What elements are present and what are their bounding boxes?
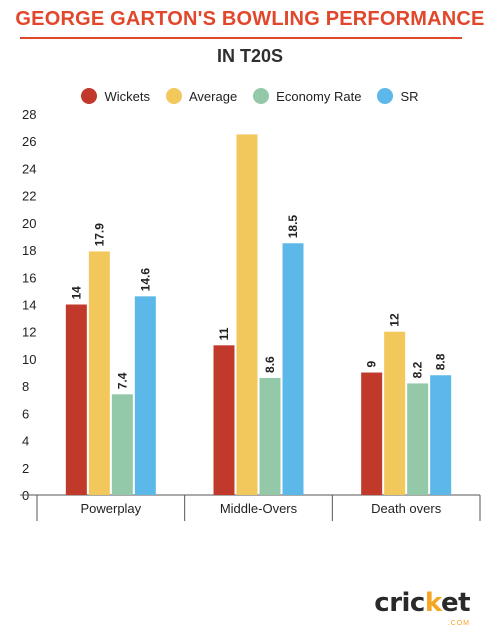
chart-title: GEORGE GARTON'S BOWLING PERFORMANCE <box>15 8 485 30</box>
data-label: 12 <box>388 313 402 327</box>
legend-label-wickets: Wickets <box>104 88 150 104</box>
logo-subtext: .COM <box>447 620 470 627</box>
bar-wickets <box>213 345 235 495</box>
bar-wickets <box>361 372 383 495</box>
x-category-label: Middle-Overs <box>220 501 298 516</box>
legend-label-sr: SR <box>400 88 419 104</box>
bar-sr <box>430 375 452 495</box>
legend-item-economy-rate: Economy Rate <box>253 88 361 104</box>
y-tick-label: 28 <box>22 107 36 122</box>
bar-average <box>236 134 258 495</box>
data-label: 17.9 <box>92 223 106 247</box>
x-category-label: Death overs <box>371 501 442 516</box>
bar-economy-rate <box>259 377 281 495</box>
cricket-com-logo: cricket <box>374 588 470 618</box>
data-label: 8.2 <box>411 361 425 378</box>
y-tick-label: 6 <box>22 406 29 421</box>
data-label: 9 <box>365 361 379 368</box>
bar-sr <box>282 243 304 495</box>
legend-swatch-average <box>165 88 182 104</box>
y-tick-label: 18 <box>22 243 36 258</box>
data-label: 7.4 <box>115 372 129 389</box>
legend-item-sr: SR <box>377 88 419 104</box>
legend: Wickets Average Economy Rate SR <box>0 88 500 104</box>
legend-label-average: Average <box>188 88 238 104</box>
y-tick-label: 16 <box>22 270 36 285</box>
bar-average <box>88 251 110 495</box>
legend-swatch-wickets <box>81 88 98 104</box>
y-tick-label: 22 <box>22 189 36 204</box>
y-tick-label: 4 <box>22 434 29 449</box>
legend-item-wickets: Wickets <box>81 88 150 104</box>
y-tick-label: 20 <box>22 216 36 231</box>
y-tick-label: 26 <box>22 134 36 149</box>
x-category-label: Powerplay <box>80 501 141 516</box>
logo-text-b: k <box>424 588 442 618</box>
y-tick-label: 14 <box>22 298 36 313</box>
bar-economy-rate <box>111 394 133 495</box>
bar-economy-rate <box>407 383 429 495</box>
y-tick-label: 12 <box>22 325 36 340</box>
logo-text-a: cric <box>374 588 425 618</box>
y-tick-label: 10 <box>22 352 36 367</box>
legend-swatch-sr <box>377 88 394 104</box>
y-tick-label: 24 <box>22 161 36 176</box>
legend-label-economy-rate: Economy Rate <box>276 88 362 104</box>
legend-item-average: Average <box>165 88 238 104</box>
data-label: 18.5 <box>286 215 300 239</box>
logo-text-c: et <box>440 588 471 618</box>
bar-wickets <box>65 304 87 495</box>
y-tick-label: 8 <box>22 379 29 394</box>
title-underline <box>20 37 462 39</box>
data-label: 14 <box>69 286 83 300</box>
y-tick-label: 2 <box>22 461 29 476</box>
data-label: 11 <box>217 327 231 340</box>
data-label: 8.6 <box>263 356 277 373</box>
bar-sr <box>134 296 156 495</box>
data-label: 8.8 <box>434 353 448 370</box>
legend-swatch-economy-rate <box>253 88 270 104</box>
data-label: 14.6 <box>138 268 152 292</box>
bar-chart: 02468101214161820222426281417.97.414.6Po… <box>20 107 481 521</box>
chart-subtitle: IN T20S <box>216 46 284 66</box>
bar-average <box>384 331 406 495</box>
